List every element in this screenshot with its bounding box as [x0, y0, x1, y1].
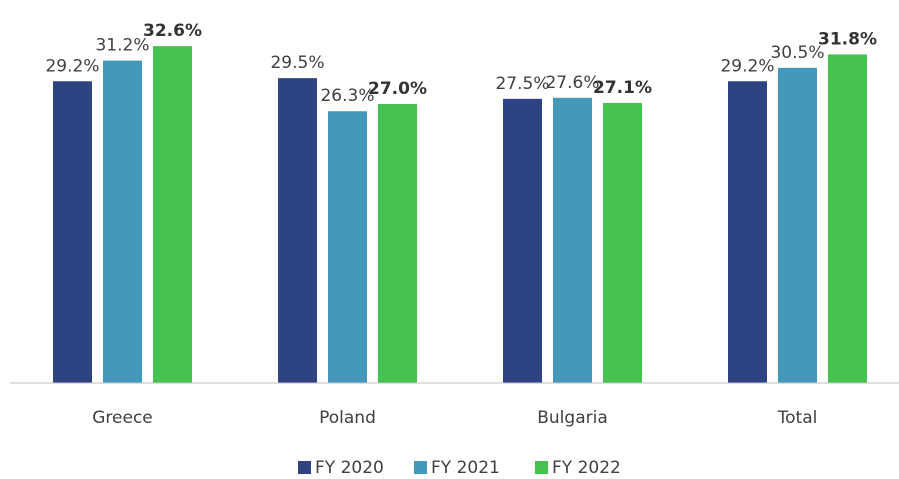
data-label: 27.5% [495, 74, 549, 94]
legend-label: FY 2021 [431, 458, 500, 478]
data-label: 29.2% [45, 56, 99, 76]
data-label: 27.6% [545, 73, 599, 93]
bar [53, 81, 92, 384]
data-label: 30.5% [770, 43, 824, 63]
data-label: 26.3% [320, 86, 374, 106]
legend-swatch [414, 461, 427, 474]
bar [278, 78, 317, 384]
data-label: 31.2% [95, 36, 149, 56]
bar [503, 98, 542, 383]
legend-swatch [535, 461, 548, 474]
data-label: 32.6% [143, 21, 202, 41]
x-tick-label: Greece [92, 408, 153, 428]
bar [778, 67, 817, 383]
x-tick-label: Bulgaria [537, 408, 608, 428]
bar [378, 104, 417, 383]
x-tick-label: Total [777, 408, 818, 428]
data-label: 31.8% [818, 29, 877, 49]
bar [153, 46, 192, 384]
bar [728, 81, 767, 384]
bar [553, 97, 592, 384]
data-label: 27.0% [368, 79, 427, 99]
bar [328, 111, 367, 383]
bar [103, 60, 142, 383]
data-label: 29.5% [270, 53, 324, 73]
legend-label: FY 2022 [552, 458, 621, 478]
x-tick-label: Poland [319, 408, 376, 428]
legend-label: FY 2020 [315, 458, 384, 478]
data-label: 27.1% [593, 78, 652, 98]
bar [603, 102, 642, 383]
legend-swatch [298, 461, 311, 474]
bar [828, 54, 867, 384]
data-label: 29.2% [720, 56, 774, 76]
